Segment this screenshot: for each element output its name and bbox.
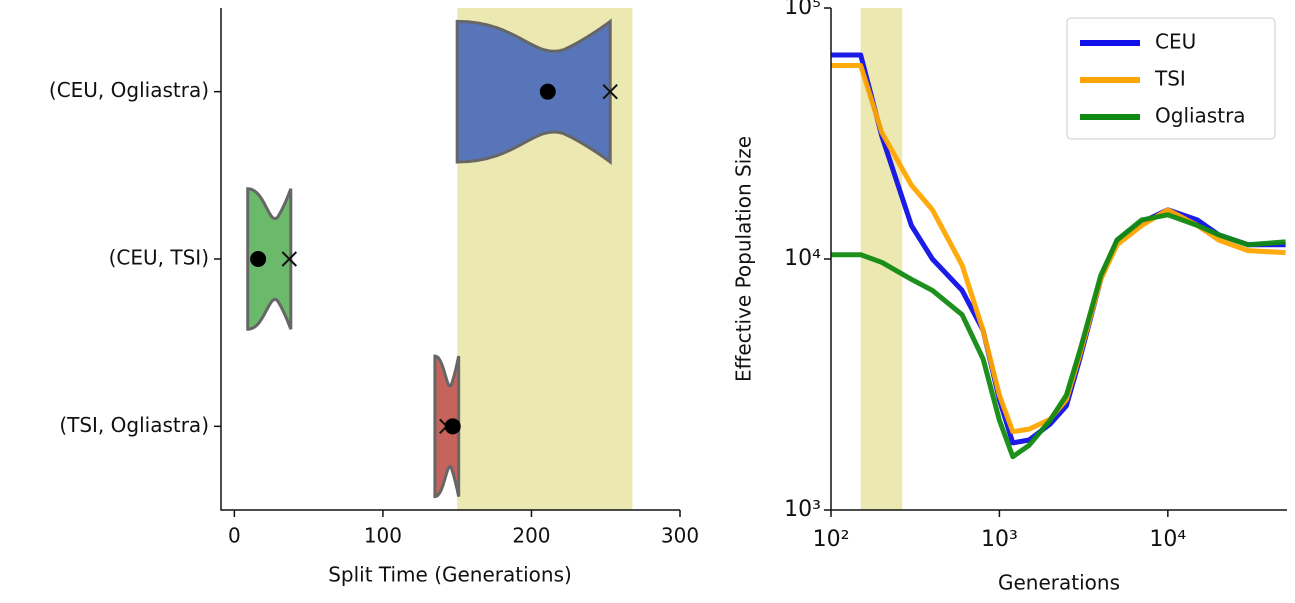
point-marker [250, 251, 267, 267]
point-marker [539, 83, 556, 100]
x-tick-label: 0 [228, 524, 241, 548]
y-tick-label: (TSI, Ogliastra) [59, 413, 209, 437]
x-tick-label: 10² [813, 527, 850, 552]
series-line [831, 52, 1286, 446]
point-marker [444, 418, 461, 435]
axis-spines [220, 8, 680, 511]
legend-label: CEU [1155, 30, 1196, 54]
y-tick-label: 10³ [784, 497, 821, 522]
y-tick-label: 10⁴ [784, 246, 821, 271]
y-tick-label: (CEU, TSI) [109, 246, 209, 270]
y-tick-label: 10⁵ [784, 0, 821, 20]
x-tick-label: 100 [364, 524, 402, 548]
legend: CEU TSI Ogliastra [1066, 17, 1276, 140]
x-tick-label: 10³ [981, 527, 1018, 552]
violin [455, 18, 612, 165]
legend-frame [1066, 17, 1276, 140]
x-axis-label: Split Time (Generations) [328, 563, 572, 587]
y-tick-label: (CEU, Ogliastra) [49, 78, 209, 102]
legend-label: TSI [1154, 67, 1186, 91]
series-line [831, 212, 1286, 460]
x-tick-label: 200 [512, 524, 550, 548]
cross-marker [602, 83, 618, 100]
cross-marker [281, 251, 298, 267]
legend-label: Ogliastra [1155, 104, 1246, 128]
x-tick-label: 10⁴ [1149, 527, 1186, 552]
violin [246, 187, 293, 331]
x-axis-label: Generations [998, 571, 1120, 595]
y-axis-label: Effective Population Size [732, 136, 756, 382]
x-tick-label: 300 [661, 524, 699, 548]
